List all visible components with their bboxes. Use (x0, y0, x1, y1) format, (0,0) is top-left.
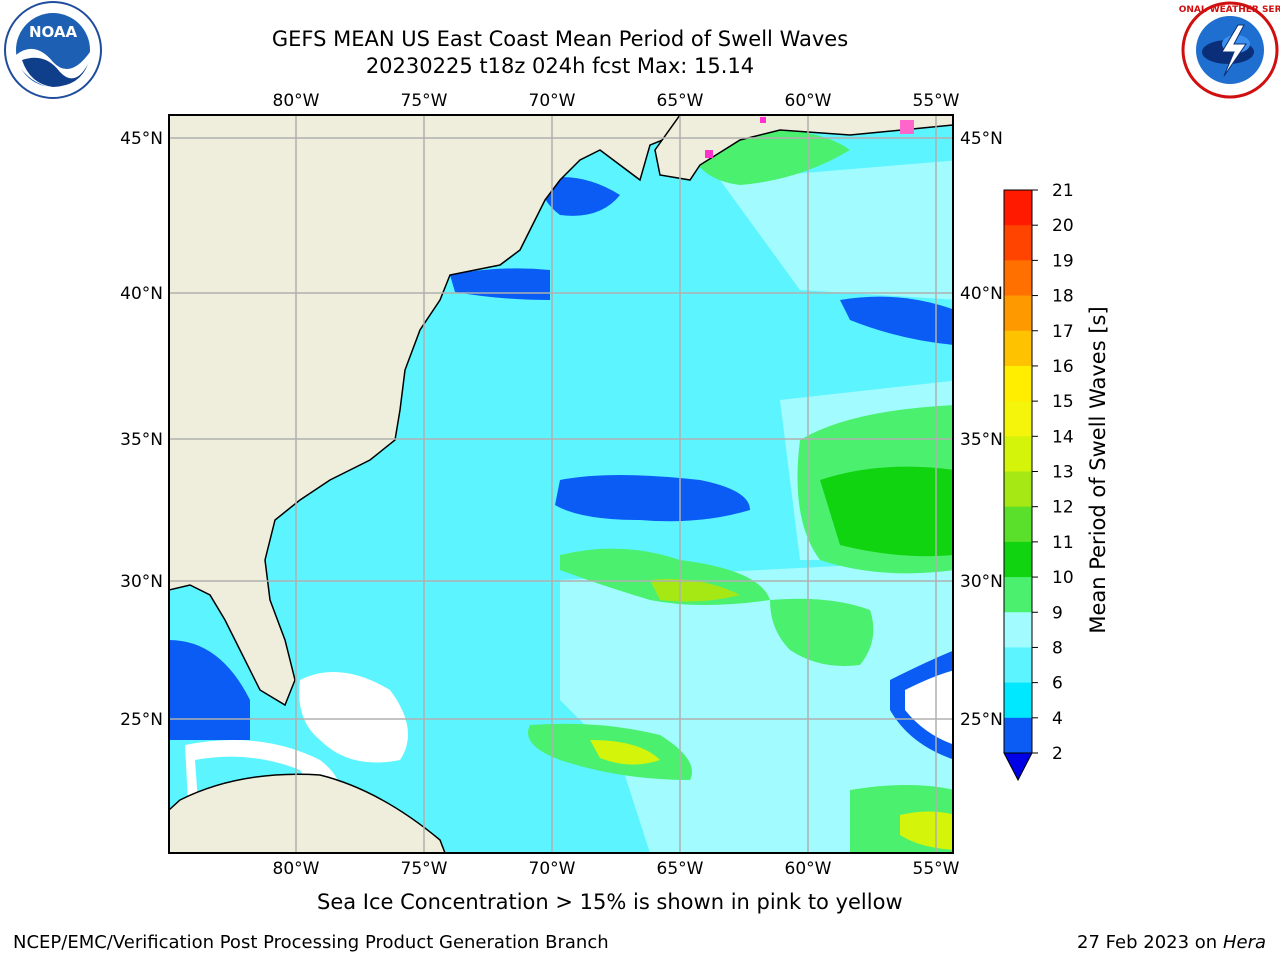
lon-label-top: 55°W (913, 91, 960, 111)
masked-area (299, 672, 408, 763)
masked-area (905, 670, 953, 745)
colorbar-tick-label: 19 (1052, 251, 1074, 271)
period-zone-12-13 (650, 579, 740, 602)
period-zone-2-4 (555, 475, 750, 522)
colorbar-tick-label: 9 (1052, 603, 1063, 623)
colorbar-segment (1004, 295, 1032, 332)
lon-label-bottom: 80°W (273, 859, 320, 879)
colorbar-segment (1004, 717, 1032, 754)
lon-label-bottom: 75°W (401, 859, 448, 879)
colorbar-segment (1004, 436, 1032, 472)
period-zone-2-4 (450, 268, 550, 300)
colorbar-segment (1004, 541, 1032, 578)
lat-label-right: 35°N (960, 430, 1003, 450)
colorbar-tick-label: 10 (1052, 568, 1074, 588)
lat-label-right: 40°N (960, 284, 1003, 304)
lat-label-right: 25°N (960, 710, 1003, 730)
colorbar-tick-label: 11 (1052, 533, 1074, 553)
graticule (169, 115, 953, 853)
lon-label-top: 70°W (529, 91, 576, 111)
chart-subtitle: 20230225 t18z 024h fcst Max: 15.14 (365, 54, 755, 78)
map-frame-contents (169, 115, 953, 853)
sea-ice-pixel (900, 120, 914, 134)
period-zone-10-11 (820, 466, 953, 557)
lat-label-left: 25°N (120, 710, 163, 730)
map-border (168, 114, 954, 854)
date-text: 27 Feb 2023 on (1077, 932, 1218, 953)
lat-label-right: 45°N (960, 129, 1003, 149)
cuba-land (169, 773, 446, 853)
lon-label-bottom: 65°W (657, 859, 704, 879)
lat-label-right: 30°N (960, 572, 1003, 592)
period-zone-2-4 (840, 296, 953, 345)
period-zone-9-10 (770, 598, 874, 666)
colorbar-segment (1004, 365, 1032, 402)
colorbar-tick-label: 21 (1052, 181, 1074, 201)
colorbar-segment (1004, 190, 1032, 226)
colorbar-tick-label: 16 (1052, 357, 1074, 377)
colorbar-tick-label: 17 (1052, 322, 1074, 342)
sea-ice-note: Sea Ice Concentration > 15% is shown in … (317, 890, 903, 914)
nws-logo-ring: NATIONAL WEATHER SERVICE (1178, 5, 1280, 15)
colorbar-tick-label: 20 (1052, 216, 1074, 236)
colorbar-tick-label: 4 (1052, 709, 1063, 729)
lon-label-top: 80°W (273, 91, 320, 111)
period-zone-8-9 (720, 160, 953, 300)
lat-label-left: 30°N (120, 572, 163, 592)
colorbar-tick-label: 8 (1052, 638, 1063, 658)
lat-label-left: 45°N (120, 129, 163, 149)
period-zone-2-4 (540, 177, 620, 216)
colorbar-tick-label: 6 (1052, 674, 1063, 694)
colorbar-segment (1004, 225, 1032, 261)
colorbar-tick-label: 13 (1052, 463, 1074, 483)
colorbar-segment (1004, 506, 1032, 543)
credit-line: NCEP/EMC/Verification Post Processing Pr… (13, 932, 609, 953)
chart-title: GEFS MEAN US East Coast Mean Period of S… (271, 27, 849, 51)
sea-ice-pixel (705, 150, 713, 158)
colorbar-segment (1004, 471, 1032, 508)
lon-label-top: 65°W (657, 91, 704, 111)
period-zone-2-4 (169, 640, 250, 740)
colorbar-tick-label: 18 (1052, 287, 1074, 307)
noaa-logo: NOAA (4, 1, 102, 99)
lon-label-top: 60°W (785, 91, 832, 111)
lon-label-bottom: 70°W (529, 859, 576, 879)
colorbar-tick-label: 14 (1052, 427, 1074, 447)
colorbar-segment (1004, 682, 1032, 719)
lon-label-top: 75°W (401, 91, 448, 111)
noaa-logo-text: NOAA (29, 23, 78, 41)
colorbar-segment (1004, 647, 1032, 684)
nws-logo: NATIONAL WEATHER SERVICE (1178, 1, 1280, 99)
colorbar-segment (1004, 260, 1032, 297)
colorbar-label: Mean Period of Swell Waves [s] (1086, 306, 1110, 633)
colorbar-tick-label: 2 (1052, 744, 1063, 764)
lat-label-left: 35°N (120, 430, 163, 450)
colorbar: 2 4 6 8 9 10 11 12 13 14 15 16 17 18 19 20 21 (1003, 181, 1074, 782)
lon-label-bottom: 55°W (913, 859, 960, 879)
colorbar-segment (1004, 577, 1032, 613)
colorbar-segment (1004, 330, 1032, 367)
colorbar-segment (1004, 401, 1032, 437)
nova-scotia-land (654, 115, 953, 181)
colorbar-extend-arrow (1003, 752, 1033, 782)
lat-label-left: 40°N (120, 284, 163, 304)
date-line: 27 Feb 2023 on Hera (1077, 932, 1266, 953)
lon-label-bottom: 60°W (785, 859, 832, 879)
host-name: Hera (1222, 932, 1266, 953)
period-zone-13-14 (900, 811, 953, 850)
sea-ice-pixel (760, 117, 766, 123)
colorbar-tick-label: 15 (1052, 392, 1074, 412)
colorbar-tick-label: 12 (1052, 498, 1074, 518)
period-zone-13-14 (590, 740, 660, 765)
colorbar-segment (1004, 612, 1032, 648)
